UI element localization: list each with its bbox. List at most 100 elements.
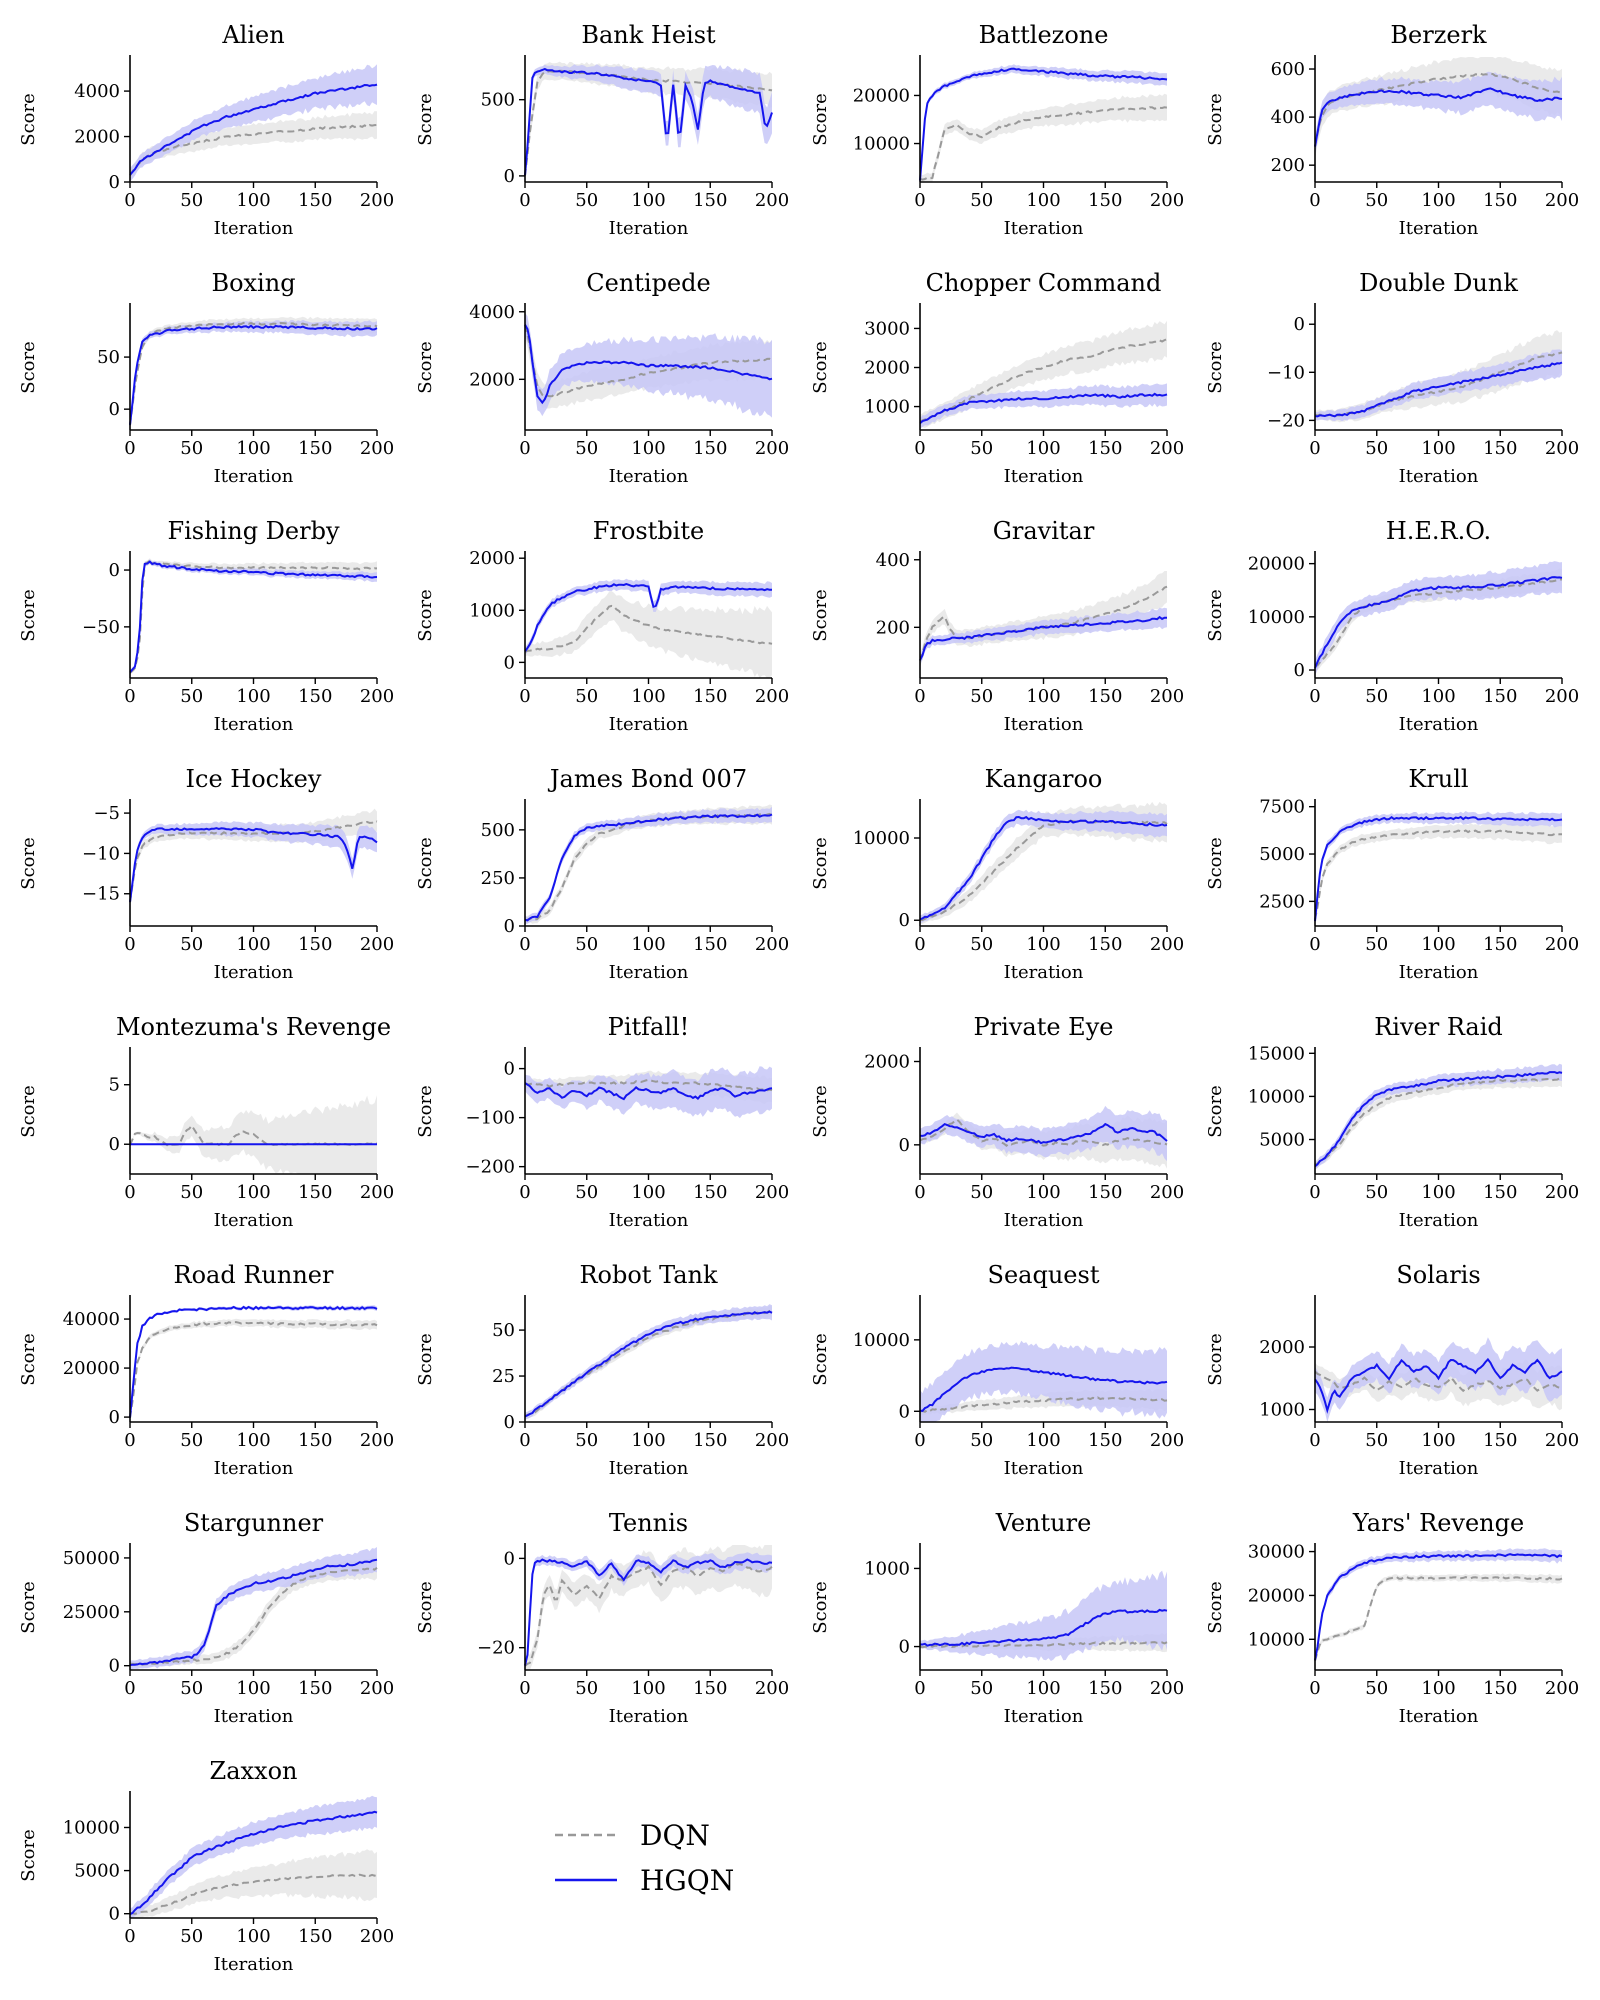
x-tick-label: 0 (124, 1430, 135, 1451)
x-tick-label: 100 (1421, 1430, 1455, 1451)
line-dqn (1314, 1575, 1563, 1662)
y-tick-label: −10 (82, 843, 120, 864)
x-tick-label: 50 (180, 1926, 203, 1947)
subplot-title: Berzerk (1390, 21, 1487, 49)
y-tick-label: −50 (82, 617, 120, 638)
line-hgqn (1314, 815, 1563, 922)
band-dqn (920, 571, 1167, 667)
subplot-title: Tennis (609, 1509, 688, 1537)
y-tick-label: 5000 (74, 1861, 120, 1882)
subplot-venture: Venture 0 50 100 150 200 0 1000 Iteration Score (810, 1509, 1184, 1727)
y-tick-label: 3000 (864, 318, 910, 339)
x-tick-label: 100 (236, 1678, 270, 1699)
x-tick-label: 50 (970, 1182, 993, 1203)
subplot-title: Robot Tank (579, 1261, 718, 1289)
x-tick-label: 200 (360, 686, 394, 707)
band-hgqn (525, 64, 772, 179)
y-tick-label: 200 (1271, 155, 1305, 176)
y-tick-label: 0 (1294, 660, 1305, 681)
x-axis-label: Iteration (214, 1954, 294, 1975)
y-tick-label: 500 (481, 820, 515, 841)
x-tick-label: 0 (1309, 1678, 1320, 1699)
subplot-solaris: Solaris 0 50 100 150 200 1000 2000 Iteration Scor… (1205, 1261, 1579, 1479)
subplot-title: River Raid (1374, 1013, 1503, 1041)
x-axis-label: Iteration (1004, 962, 1084, 983)
x-tick-label: 50 (180, 1678, 203, 1699)
band-hgqn (525, 312, 772, 418)
line-dqn (524, 1309, 773, 1418)
x-tick-label: 0 (124, 190, 135, 211)
x-tick-label: 200 (360, 1430, 394, 1451)
x-tick-label: 200 (1545, 1678, 1579, 1699)
y-tick-label: 10000 (1248, 1086, 1305, 1107)
band-hgqn (920, 64, 1167, 182)
y-tick-label: 0 (109, 172, 120, 193)
x-tick-label: 150 (1483, 1182, 1517, 1203)
x-tick-label: 50 (180, 438, 203, 459)
subplot-james-bond-007: James Bond 007 0 50 100 150 200 0 250 500 Iterati… (415, 765, 789, 983)
subplot-title: Bank Heist (581, 21, 716, 49)
subplot-title: Private Eye (974, 1013, 1114, 1041)
y-tick-label: 40000 (63, 1309, 120, 1330)
subplot-title: H.E.R.O. (1386, 517, 1491, 545)
y-tick-label: 600 (1271, 59, 1305, 80)
line-hgqn (1314, 576, 1563, 669)
y-tick-label: 25000 (63, 1602, 120, 1623)
x-axis-label: Iteration (1399, 1706, 1479, 1727)
band-hgqn (920, 1340, 1167, 1422)
x-tick-label: 100 (236, 934, 270, 955)
line-hgqn (1314, 1357, 1563, 1414)
subplot-battlezone: Battlezone 0 50 100 150 200 10000 20000 Iteratio… (810, 21, 1184, 239)
x-tick-label: 200 (1545, 190, 1579, 211)
y-tick-label: 2000 (469, 369, 515, 390)
band-hgqn (130, 1795, 377, 1918)
x-axis-label: Iteration (1004, 1210, 1084, 1231)
x-tick-label: 0 (519, 1430, 530, 1451)
y-tick-label: 10000 (853, 1330, 910, 1351)
line-hgqn (919, 815, 1168, 921)
y-tick-label: 0 (504, 652, 515, 673)
x-tick-label: 150 (1088, 1182, 1122, 1203)
y-axis-label: Score (810, 1085, 831, 1138)
band-hgqn (525, 1552, 772, 1670)
x-tick-label: 100 (1026, 1678, 1060, 1699)
y-tick-label: 0 (504, 166, 515, 187)
x-tick-label: 100 (631, 1430, 665, 1451)
subplot-pitfall: Pitfall! 0 50 100 150 200 −200 −100 0 Iteration Sc… (415, 1013, 789, 1231)
x-tick-label: 150 (298, 1926, 332, 1947)
band-hgqn (525, 1304, 772, 1420)
x-tick-label: 0 (1309, 1430, 1320, 1451)
y-axis-label: Score (415, 1085, 436, 1138)
y-tick-label: 400 (1271, 107, 1305, 128)
y-tick-label: 10000 (63, 1817, 120, 1838)
band-dqn (130, 111, 377, 182)
band-hgqn (920, 1570, 1167, 1662)
line-dqn (919, 106, 1168, 181)
band-dqn (130, 808, 377, 907)
x-axis-label: Iteration (214, 714, 294, 735)
x-axis-label: Iteration (214, 218, 294, 239)
y-tick-label: −100 (466, 1108, 515, 1129)
subplot-kangaroo: Kangaroo 0 50 100 150 200 0 10000 Iteration Score (810, 765, 1184, 983)
x-tick-label: 100 (236, 686, 270, 707)
x-tick-label: 200 (1545, 438, 1579, 459)
line-hgqn (1314, 1071, 1563, 1168)
y-tick-label: 2000 (74, 127, 120, 148)
x-tick-label: 100 (631, 686, 665, 707)
y-tick-label: −10 (1267, 362, 1305, 383)
x-tick-label: 0 (914, 934, 925, 955)
x-tick-label: 0 (914, 1430, 925, 1451)
x-tick-label: 0 (519, 438, 530, 459)
x-tick-label: 200 (360, 1926, 394, 1947)
subplot-title: Chopper Command (926, 269, 1162, 297)
x-tick-label: 200 (755, 686, 789, 707)
x-tick-label: 200 (360, 190, 394, 211)
line-dqn (129, 1873, 378, 1915)
x-tick-label: 100 (236, 1182, 270, 1203)
band-dqn (525, 1305, 772, 1420)
line-hgqn (129, 83, 378, 176)
subplot-centipede: Centipede 0 50 100 150 200 2000 4000 Iteration Sc… (415, 269, 789, 487)
x-axis-label: Iteration (1399, 1210, 1479, 1231)
